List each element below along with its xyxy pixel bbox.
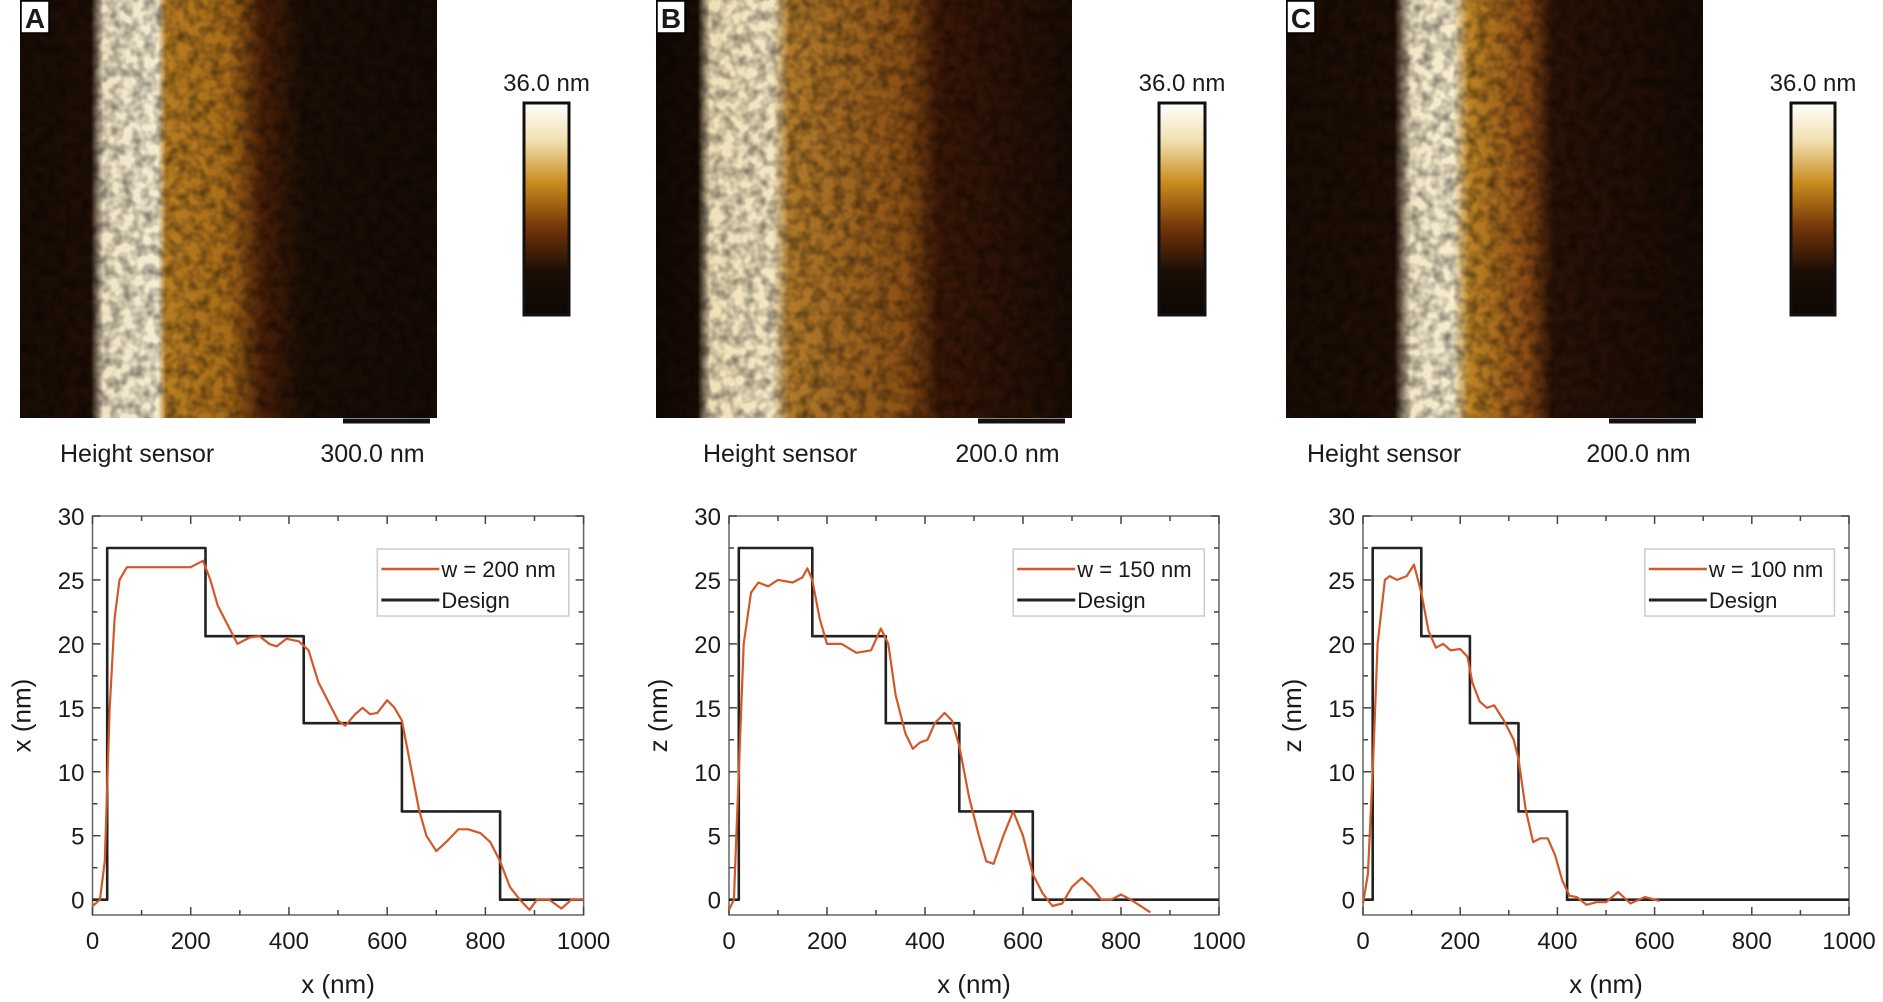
scale-bar-label: 300.0 nm bbox=[320, 440, 424, 468]
x-tick-label: 200 bbox=[171, 928, 211, 955]
legend: w = 100 nm Design bbox=[1644, 548, 1836, 617]
x-tick-label: 600 bbox=[1003, 928, 1043, 955]
x-tick-label: 0 bbox=[86, 928, 99, 955]
y-tick-label: 30 bbox=[1328, 504, 1355, 531]
colorbar-max-label: 36.0 nm bbox=[1139, 70, 1226, 97]
y-tick-label: 0 bbox=[71, 888, 84, 915]
scale-bar-label: 200.0 nm bbox=[955, 440, 1059, 468]
legend-entry: w = 150 nm bbox=[1076, 557, 1191, 582]
y-tick-label: 20 bbox=[1328, 632, 1355, 659]
x-tick-label: 200 bbox=[1440, 928, 1480, 955]
legend-entry: w = 200 nm bbox=[440, 557, 555, 582]
y-tick-label: 0 bbox=[708, 888, 721, 915]
line-chart: 0 200 400 600 800 1000 0 5 10 15 20 25 30 x (nm) x (nm… bbox=[7, 504, 611, 999]
colorbar-max-label: 36.0 nm bbox=[1770, 70, 1857, 97]
panel-letter: A bbox=[25, 3, 45, 34]
legend-entry: Design bbox=[1077, 588, 1145, 613]
y-tick-label: 10 bbox=[1328, 760, 1355, 787]
panel-letter: C bbox=[1291, 3, 1311, 34]
x-tick-label: 400 bbox=[1537, 928, 1577, 955]
y-tick-label: 0 bbox=[1342, 888, 1355, 915]
measured-series-line bbox=[728, 567, 1152, 914]
x-tick-label: 200 bbox=[807, 928, 847, 955]
legend: w = 200 nm Design bbox=[376, 548, 570, 617]
y-tick-label: 30 bbox=[694, 504, 721, 531]
y-tick-label: 15 bbox=[1328, 696, 1355, 723]
line-chart: 0 200 400 600 800 1000 0 5 10 15 20 25 30 x (nm) z (nm… bbox=[643, 504, 1246, 999]
x-tick-label: 600 bbox=[1635, 928, 1675, 955]
y-tick-label: 5 bbox=[708, 824, 721, 851]
y-tick-label: 5 bbox=[71, 824, 84, 851]
y-tick-label: 15 bbox=[694, 696, 721, 723]
y-axis-label: z (nm) bbox=[1277, 679, 1307, 753]
y-tick-label: 20 bbox=[58, 632, 85, 659]
x-axis-label: x (nm) bbox=[937, 969, 1011, 999]
image-label: Height sensor bbox=[60, 440, 214, 468]
legend-entry: Design bbox=[1709, 588, 1777, 613]
colorbar bbox=[522, 101, 571, 317]
y-tick-label: 25 bbox=[694, 568, 721, 595]
y-tick-label: 25 bbox=[1328, 568, 1355, 595]
x-tick-label: 1000 bbox=[1822, 928, 1875, 955]
legend-box bbox=[376, 548, 570, 617]
y-tick-label: 20 bbox=[694, 632, 721, 659]
scale-bar-label: 200.0 nm bbox=[1586, 440, 1690, 468]
colorbar bbox=[1789, 101, 1837, 317]
y-tick-label: 5 bbox=[1342, 824, 1355, 851]
design-series-line bbox=[92, 546, 584, 901]
panel-letter: B bbox=[661, 3, 681, 34]
colorbar bbox=[1157, 101, 1207, 317]
y-tick-label: 15 bbox=[58, 696, 85, 723]
x-axis-label: x (nm) bbox=[301, 969, 375, 999]
y-axis-label: x (nm) bbox=[7, 679, 37, 753]
x-tick-label: 800 bbox=[1732, 928, 1772, 955]
legend-entry: w = 100 nm bbox=[1708, 557, 1823, 582]
legend: w = 150 nm Design bbox=[1012, 548, 1206, 617]
x-tick-label: 0 bbox=[722, 928, 735, 955]
legend-box bbox=[1012, 548, 1206, 617]
y-tick-label: 10 bbox=[58, 760, 85, 787]
x-tick-label: 800 bbox=[1101, 928, 1141, 955]
x-tick-label: 1000 bbox=[1192, 928, 1245, 955]
x-axis-label: x (nm) bbox=[1569, 969, 1643, 999]
panel-letter-box bbox=[1286, 0, 1316, 34]
image-label: Height sensor bbox=[1307, 440, 1461, 468]
x-tick-label: 600 bbox=[367, 928, 407, 955]
measured-series-line bbox=[1361, 563, 1660, 906]
y-tick-label: 25 bbox=[58, 568, 85, 595]
x-tick-label: 400 bbox=[269, 928, 309, 955]
image-label: Height sensor bbox=[703, 440, 857, 468]
y-tick-label: 30 bbox=[58, 504, 85, 531]
legend-box bbox=[1644, 548, 1836, 617]
afm-texture bbox=[656, 0, 1072, 418]
x-tick-label: 0 bbox=[1356, 928, 1369, 955]
y-axis-label: z (nm) bbox=[643, 679, 673, 753]
x-tick-label: 400 bbox=[905, 928, 945, 955]
afm-texture bbox=[1286, 0, 1703, 418]
measured-series-line bbox=[91, 559, 584, 911]
line-chart: 0 200 400 600 800 1000 0 5 10 15 20 25 30 x (nm) z (nm… bbox=[1277, 504, 1876, 999]
legend-entry: Design bbox=[441, 588, 509, 613]
panel-letter-box bbox=[656, 0, 686, 34]
colorbar-max-label: 36.0 nm bbox=[503, 70, 590, 97]
panel-letter-box bbox=[20, 0, 50, 34]
design-series-line bbox=[1363, 546, 1849, 901]
design-series-line bbox=[729, 546, 1219, 901]
x-tick-label: 1000 bbox=[557, 928, 610, 955]
x-tick-label: 800 bbox=[465, 928, 505, 955]
afm-texture bbox=[20, 0, 437, 418]
y-tick-label: 10 bbox=[694, 760, 721, 787]
